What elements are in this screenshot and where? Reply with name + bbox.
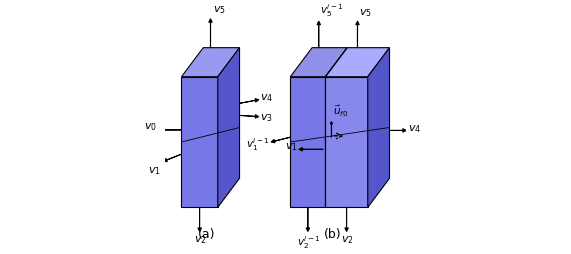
Text: $v_2$: $v_2$ (341, 234, 354, 246)
Text: $v_4$: $v_4$ (408, 123, 421, 135)
FancyArrow shape (239, 99, 259, 103)
FancyArrow shape (317, 21, 320, 48)
FancyArrow shape (356, 21, 359, 48)
FancyArrow shape (198, 207, 202, 232)
FancyArrow shape (389, 129, 407, 132)
Text: $v_2^{i-1}$: $v_2^{i-1}$ (297, 234, 321, 251)
FancyArrow shape (271, 137, 291, 143)
FancyArrow shape (163, 154, 182, 162)
FancyArrow shape (306, 207, 309, 232)
Text: $\vec{u}_{f0}$: $\vec{u}_{f0}$ (333, 104, 348, 119)
Text: $v_5^{i-1}$: $v_5^{i-1}$ (320, 2, 344, 19)
Text: $v_4$: $v_4$ (260, 93, 274, 104)
Polygon shape (218, 48, 240, 207)
Text: $v_3$: $v_3$ (260, 112, 273, 124)
Text: $v_5$: $v_5$ (213, 4, 226, 16)
Polygon shape (290, 77, 325, 207)
Polygon shape (325, 48, 389, 77)
Text: $v_1$: $v_1$ (285, 141, 297, 153)
Text: $v_2$: $v_2$ (195, 234, 207, 246)
Text: $v_0$: $v_0$ (144, 122, 157, 133)
FancyArrow shape (239, 115, 259, 118)
Text: $v_1$: $v_1$ (148, 165, 161, 177)
FancyArrow shape (330, 121, 333, 137)
FancyArrow shape (299, 148, 323, 151)
Polygon shape (182, 48, 240, 77)
Text: (b): (b) (324, 228, 341, 241)
Text: (a): (a) (198, 228, 216, 241)
Polygon shape (182, 77, 218, 207)
Polygon shape (290, 48, 347, 77)
Polygon shape (368, 48, 389, 207)
Text: $v_5$: $v_5$ (359, 7, 372, 19)
Text: $v_1^{i-1}$: $v_1^{i-1}$ (246, 136, 270, 153)
FancyArrow shape (345, 207, 348, 232)
FancyArrow shape (160, 128, 182, 132)
FancyArrow shape (208, 19, 212, 48)
Polygon shape (325, 77, 368, 207)
